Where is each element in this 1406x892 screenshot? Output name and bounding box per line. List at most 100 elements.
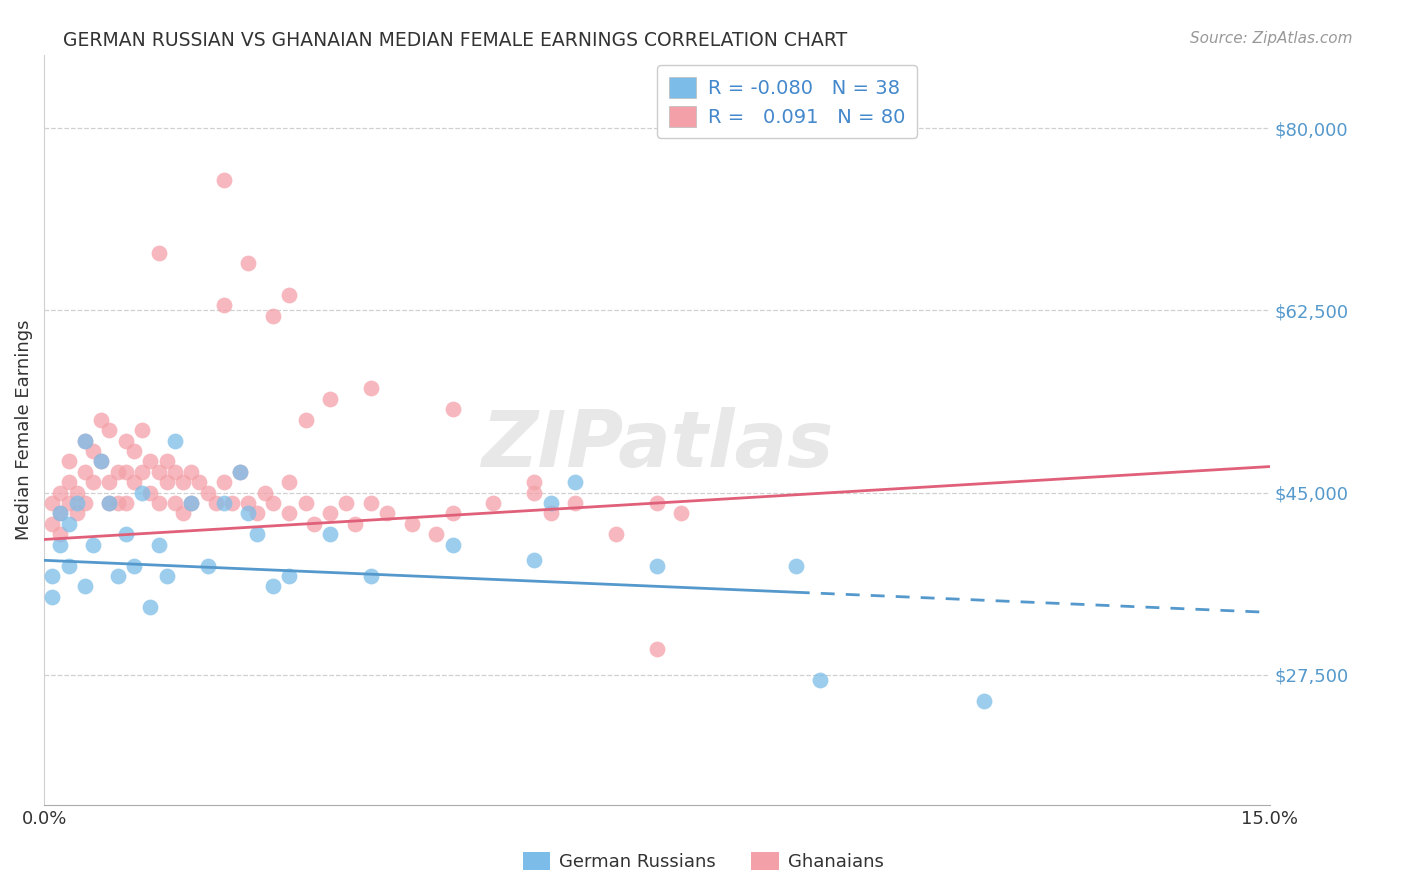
Point (114, 465, 136, 479)
Point (73, 434, 96, 448)
Point (58, 516, 80, 531)
Text: ZIPatlas: ZIPatlas (481, 407, 832, 483)
Point (294, 413, 316, 427)
Point (245, 507, 267, 521)
Point (319, 392, 342, 406)
Point (302, 516, 325, 531)
Point (90, 413, 112, 427)
Point (441, 402, 464, 417)
Text: Source: ZipAtlas.com: Source: ZipAtlas.com (1189, 31, 1353, 46)
Point (319, 507, 342, 521)
Point (229, 465, 252, 479)
Point (163, 434, 186, 448)
Legend: R = -0.080   N = 38, R =   0.091   N = 80: R = -0.080 N = 38, R = 0.091 N = 80 (657, 65, 917, 138)
Point (262, 496, 284, 510)
Point (605, 527, 627, 541)
Point (148, 496, 170, 510)
Point (785, 558, 807, 573)
Point (212, 298, 235, 312)
Point (49, 507, 72, 521)
Point (204, 496, 226, 510)
Legend: German Russians, Ghanaians: German Russians, Ghanaians (515, 845, 891, 879)
Point (523, 485, 546, 500)
Point (148, 246, 170, 260)
Point (107, 496, 129, 510)
Point (156, 454, 179, 468)
Point (58, 496, 80, 510)
Point (41, 496, 63, 510)
Y-axis label: Median Female Earnings: Median Female Earnings (15, 320, 32, 541)
Point (49, 538, 72, 552)
Point (139, 485, 162, 500)
Point (58, 454, 80, 468)
Point (139, 600, 162, 615)
Point (73, 579, 96, 593)
Point (401, 516, 423, 531)
Point (238, 507, 260, 521)
Point (107, 569, 129, 583)
Point (278, 507, 301, 521)
Point (66, 496, 89, 510)
Point (90, 454, 112, 468)
Point (212, 173, 235, 187)
Point (156, 475, 179, 490)
Point (197, 558, 219, 573)
Point (131, 423, 153, 437)
Point (278, 569, 301, 583)
Point (114, 527, 136, 541)
Point (645, 558, 668, 573)
Point (229, 465, 252, 479)
Point (180, 496, 202, 510)
Point (360, 569, 382, 583)
Point (645, 496, 668, 510)
Point (107, 465, 129, 479)
Point (278, 475, 301, 490)
Point (122, 475, 145, 490)
Point (360, 496, 382, 510)
Point (163, 496, 186, 510)
Point (163, 465, 186, 479)
Point (564, 475, 586, 490)
Point (82, 538, 104, 552)
Point (98, 475, 121, 490)
Point (238, 256, 260, 270)
Point (212, 475, 235, 490)
Point (58, 475, 80, 490)
Point (98, 423, 121, 437)
Point (98, 496, 121, 510)
Point (523, 553, 546, 567)
Point (482, 496, 505, 510)
Point (262, 579, 284, 593)
Point (564, 496, 586, 510)
Point (221, 496, 243, 510)
Point (131, 485, 153, 500)
Point (441, 507, 464, 521)
Point (180, 496, 202, 510)
Point (73, 434, 96, 448)
Point (335, 496, 357, 510)
Point (148, 538, 170, 552)
Point (245, 527, 267, 541)
Point (212, 496, 235, 510)
Point (82, 444, 104, 458)
Point (73, 496, 96, 510)
Point (73, 465, 96, 479)
Point (973, 694, 995, 708)
Point (343, 516, 366, 531)
Point (114, 434, 136, 448)
Point (671, 507, 693, 521)
Point (172, 507, 194, 521)
Point (262, 309, 284, 323)
Point (122, 558, 145, 573)
Point (253, 485, 276, 500)
Point (98, 496, 121, 510)
Point (375, 507, 398, 521)
Point (197, 485, 219, 500)
Point (278, 287, 301, 301)
Point (66, 507, 89, 521)
Point (122, 444, 145, 458)
Point (114, 496, 136, 510)
Point (180, 465, 202, 479)
Point (238, 496, 260, 510)
Point (66, 485, 89, 500)
